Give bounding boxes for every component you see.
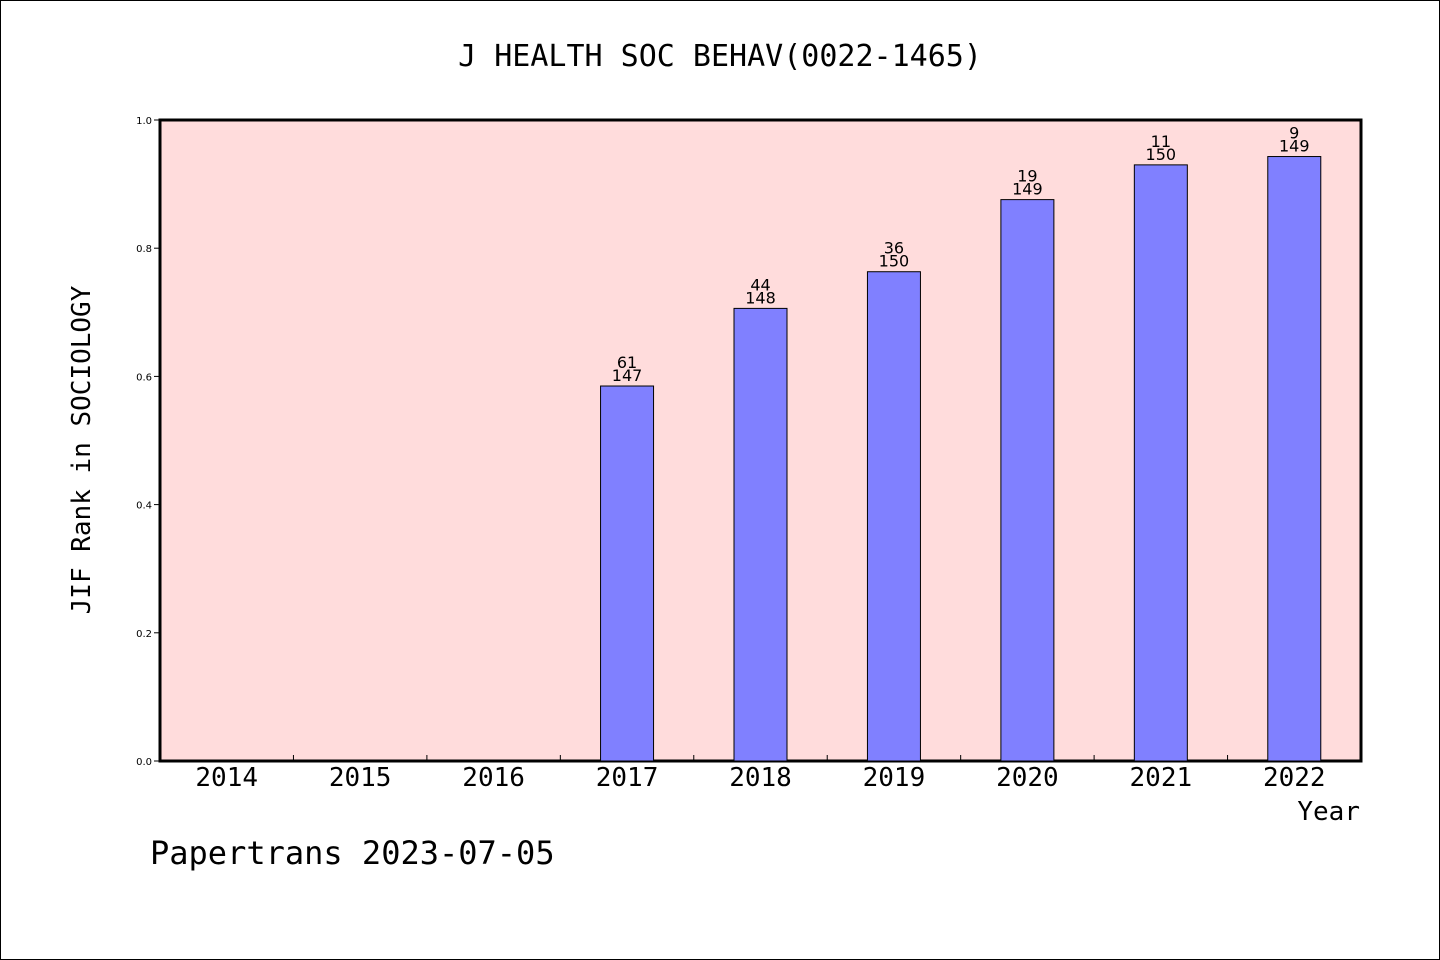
bar-total-label: 148: [745, 288, 776, 307]
y-tick-label: 0.0: [136, 757, 152, 768]
y-axis-label: JIF Rank in SOCIOLOGY: [67, 285, 97, 614]
bar-rank-label: 61: [617, 353, 637, 372]
bar-rank-label: 9: [1289, 124, 1299, 143]
bar-rank-label: 36: [884, 239, 904, 258]
y-tick-label: 0.8: [136, 244, 152, 255]
bar-rank-label: 19: [1017, 167, 1037, 186]
bar-rank-label: 11: [1151, 132, 1171, 151]
x-tick-label: 2020: [996, 763, 1059, 793]
bar-total-label: 150: [1146, 145, 1177, 164]
x-tick-label: 2015: [329, 763, 392, 793]
x-tick-label: 2016: [462, 763, 525, 793]
y-axis: 0.0 0.2 0.4 0.6 0.8 1.0: [136, 116, 160, 768]
bar: [1000, 199, 1055, 762]
chart-title: J HEALTH SOC BEHAV(0022-1465): [458, 39, 982, 74]
x-tick-label: 2021: [1130, 763, 1193, 793]
bar: [733, 307, 788, 762]
bar-total-label: 147: [612, 366, 643, 385]
y-tick-label: 0.6: [136, 372, 152, 383]
bar-total-label: 150: [879, 252, 910, 271]
y-tick-label: 0.4: [136, 501, 152, 512]
bar: [600, 385, 655, 762]
x-tick-label: 2018: [729, 763, 792, 793]
bar-total-label: 149: [1012, 180, 1043, 199]
watermark-text: Papertrans 2023-07-05: [150, 834, 555, 872]
bar: [1133, 164, 1188, 762]
x-tick-label: 2017: [596, 763, 659, 793]
y-tick-label: 0.2: [136, 629, 152, 640]
y-tick-label: 1.0: [136, 116, 152, 127]
bar: [866, 271, 921, 762]
bar-total-label: 149: [1279, 137, 1310, 156]
x-axis: 2014 2015 2016 2017 2018 2019 2020 2021 2022: [195, 755, 1326, 793]
x-tick-label: 2014: [195, 763, 258, 793]
x-axis-label: Year: [1297, 797, 1360, 827]
x-tick-label: 2019: [863, 763, 926, 793]
bar: [1267, 156, 1322, 762]
bar-rank-label: 44: [750, 275, 770, 294]
bar-series: [600, 156, 1322, 762]
x-tick-label: 2022: [1263, 763, 1326, 793]
